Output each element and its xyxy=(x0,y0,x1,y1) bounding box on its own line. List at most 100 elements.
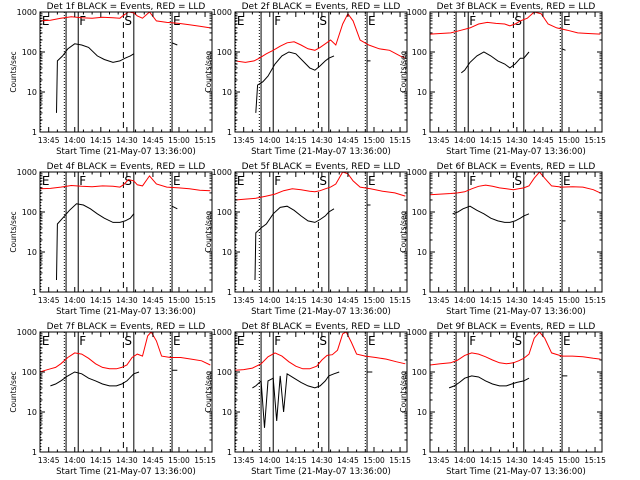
x-tick-label: 14:30 xyxy=(506,136,528,145)
y-axis-label: Counts/sec xyxy=(399,371,408,412)
x-tick-label: 13:45 xyxy=(38,136,60,145)
x-tick-label: 13:45 xyxy=(233,136,255,145)
y-tick-label: 10 xyxy=(222,248,232,257)
x-tick-label: 15:00 xyxy=(168,456,190,465)
panel-title: Det 8f BLACK = Events, RED = LLD xyxy=(242,322,401,332)
y-tick-label: 1000 xyxy=(407,168,427,177)
marker-label: E xyxy=(237,334,245,348)
series-lld xyxy=(40,12,211,29)
y-tick-label: 1000 xyxy=(407,328,427,337)
axes-frame xyxy=(39,171,213,293)
marker-label: E xyxy=(368,14,376,28)
marker-label: E xyxy=(563,174,571,188)
panel-det-7: E F S E Det 7f BLACK = Events, RED = LLD 1 10 1… xyxy=(9,322,216,477)
x-tick-label: 13:45 xyxy=(233,456,255,465)
x-tick-label: 13:45 xyxy=(38,296,60,305)
x-tick-label: 14:30 xyxy=(311,136,333,145)
y-axis-label: Counts/sec xyxy=(9,211,18,252)
x-tick-label: 14:30 xyxy=(506,296,528,305)
x-tick-label: 15:00 xyxy=(168,136,190,145)
marker-label: E xyxy=(42,334,50,348)
marker-label: S xyxy=(514,334,522,348)
x-tick-label: 14:15 xyxy=(285,456,307,465)
y-axis-label: Counts/sec xyxy=(399,211,408,252)
x-tick-label: 13:45 xyxy=(428,296,450,305)
panel-det-5: E F S E Det 5f BLACK = Events, RED = LLD 1 10 1… xyxy=(204,162,411,317)
x-tick-label: 14:00 xyxy=(259,136,281,145)
series-events xyxy=(255,51,371,113)
panel-title: Det 3f BLACK = Events, RED = LLD xyxy=(437,2,596,12)
y-axis-label: Counts/sec xyxy=(9,51,18,92)
y-tick-label: 100 xyxy=(412,48,427,57)
series-events xyxy=(56,203,178,281)
marker-label: E xyxy=(173,14,181,28)
series-events xyxy=(452,205,566,223)
x-axis-label: Start Time (21-May-07 13:36:00) xyxy=(56,307,196,317)
x-tick-label: 14:00 xyxy=(454,136,476,145)
y-tick-label: 1 xyxy=(32,448,37,457)
marker-label: E xyxy=(173,174,181,188)
panel-det-8: E F S E Det 8f BLACK = Events, RED = LLD 1 10 1… xyxy=(204,322,411,477)
panel-det-3: F S E Det 3f BLACK = Events, RED = LLD 1 10 10… xyxy=(399,2,606,157)
series-events xyxy=(50,369,178,387)
x-axis-label: Start Time (21-May-07 13:36:00) xyxy=(446,307,586,317)
y-tick-label: 1000 xyxy=(17,328,37,337)
x-axis-label: Start Time (21-May-07 13:36:00) xyxy=(56,467,196,477)
x-tick-label: 15:15 xyxy=(194,296,216,305)
marker-label: S xyxy=(319,334,327,348)
marker-label: S xyxy=(514,174,522,188)
y-axis-label: Counts/sec xyxy=(399,51,408,92)
x-tick-label: 14:15 xyxy=(90,136,112,145)
y-tick-label: 1000 xyxy=(212,8,232,17)
marker-label: E xyxy=(237,174,245,188)
marker-label: F xyxy=(469,174,476,188)
y-tick-label: 10 xyxy=(27,88,37,97)
marker-label: E xyxy=(368,174,376,188)
series-lld xyxy=(40,332,211,373)
panel-title: Det 5f BLACK = Events, RED = LLD xyxy=(242,162,401,172)
x-tick-label: 14:45 xyxy=(532,456,554,465)
series-events xyxy=(448,375,568,389)
x-tick-label: 14:30 xyxy=(116,136,138,145)
series-lld xyxy=(430,12,601,35)
axes-frame xyxy=(39,11,213,133)
x-tick-label: 15:15 xyxy=(194,136,216,145)
series-events xyxy=(460,48,566,74)
x-tick-label: 15:15 xyxy=(194,456,216,465)
x-tick-label: 14:45 xyxy=(337,456,359,465)
x-tick-label: 14:45 xyxy=(142,456,164,465)
x-axis-label: Start Time (21-May-07 13:36:00) xyxy=(251,307,391,317)
panel-det-6: F S E Det 6f BLACK = Events, RED = LLD 1 10 10… xyxy=(399,162,606,317)
y-tick-label: 100 xyxy=(412,208,427,217)
x-tick-label: 14:00 xyxy=(64,136,86,145)
y-tick-label: 1000 xyxy=(17,8,37,17)
x-tick-label: 14:00 xyxy=(64,456,86,465)
x-tick-label: 14:00 xyxy=(259,456,281,465)
x-tick-label: 14:00 xyxy=(64,296,86,305)
marker-label: S xyxy=(319,14,327,28)
x-axis-label: Start Time (21-May-07 13:36:00) xyxy=(251,147,391,157)
marker-label: F xyxy=(274,174,281,188)
y-tick-label: 100 xyxy=(22,208,37,217)
series-events xyxy=(56,42,178,113)
marker-label: S xyxy=(124,174,132,188)
marker-label: F xyxy=(79,334,86,348)
x-tick-label: 13:45 xyxy=(38,456,60,465)
x-axis-label: Start Time (21-May-07 13:36:00) xyxy=(446,147,586,157)
x-tick-label: 14:30 xyxy=(506,456,528,465)
x-tick-label: 15:15 xyxy=(389,136,411,145)
panel-title: Det 9f BLACK = Events, RED = LLD xyxy=(437,322,596,332)
x-tick-label: 14:15 xyxy=(285,296,307,305)
y-tick-label: 1000 xyxy=(407,8,427,17)
panel-title: Det 2f BLACK = Events, RED = LLD xyxy=(242,2,401,12)
marker-label: S xyxy=(319,174,327,188)
x-tick-label: 15:00 xyxy=(363,136,385,145)
axes-frame xyxy=(429,171,603,293)
